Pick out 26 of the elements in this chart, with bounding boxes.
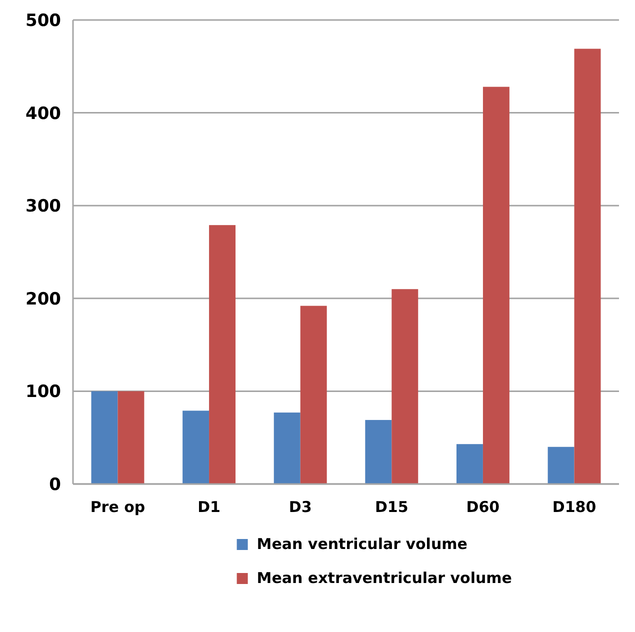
bar xyxy=(365,420,392,484)
x-tick-label: D1 xyxy=(198,498,220,516)
bar xyxy=(91,391,118,484)
bar xyxy=(456,444,483,484)
y-tick-label: 100 xyxy=(26,382,62,402)
bar xyxy=(300,306,327,484)
bar xyxy=(482,86,510,484)
y-tick-label: 200 xyxy=(26,289,62,310)
x-tick-label: D180 xyxy=(552,498,596,516)
legend-label: Mean ventricular volume xyxy=(256,535,468,553)
bar xyxy=(392,289,418,484)
y-tick-label: 300 xyxy=(26,196,62,217)
x-tick-label: D3 xyxy=(288,498,312,516)
bar xyxy=(548,446,574,484)
bar xyxy=(209,225,236,484)
bar xyxy=(274,412,300,484)
y-tick-label: 0 xyxy=(49,474,62,495)
y-tick-label: 500 xyxy=(26,10,62,31)
x-tick-label: D15 xyxy=(374,498,408,516)
bar xyxy=(574,48,601,484)
x-tick-label: D60 xyxy=(466,498,500,516)
legend-label: Mean extraventricular volume xyxy=(256,569,512,587)
bar xyxy=(182,410,210,484)
x-tick-label: Pre op xyxy=(90,498,146,516)
bar xyxy=(118,391,144,484)
y-tick-label: 400 xyxy=(26,104,62,124)
